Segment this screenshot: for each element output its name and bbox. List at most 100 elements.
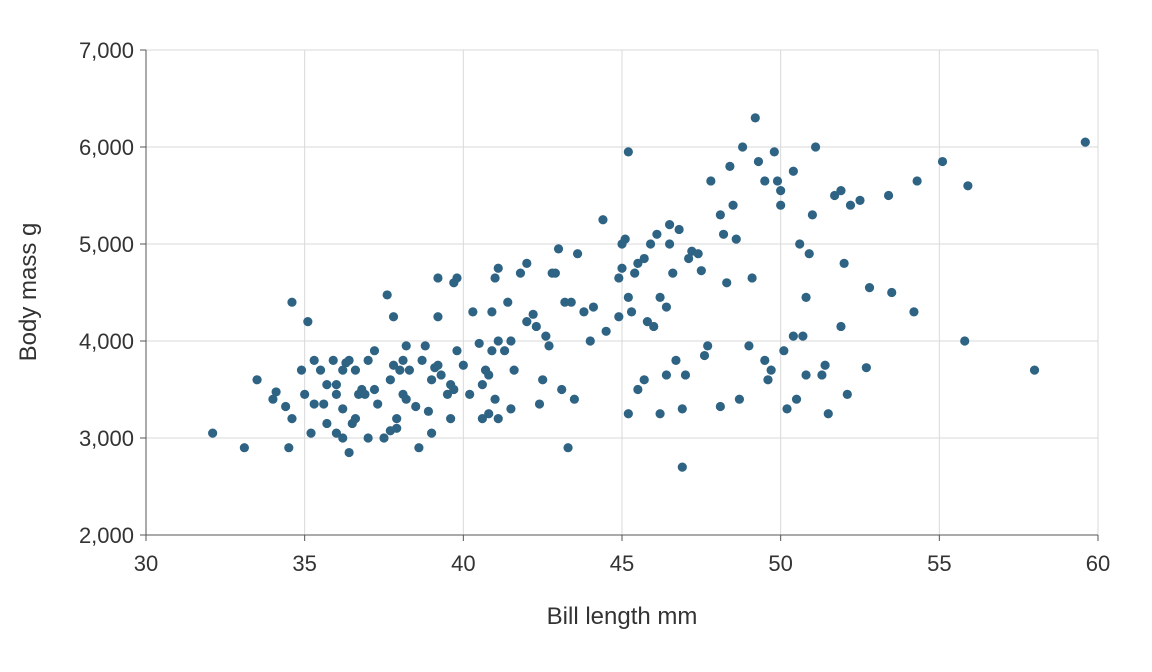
x-tick-label: 35 bbox=[292, 551, 316, 576]
data-point bbox=[385, 375, 395, 385]
data-point bbox=[427, 375, 437, 385]
x-tick-label: 55 bbox=[927, 551, 951, 576]
data-point bbox=[845, 200, 856, 210]
data-point bbox=[722, 278, 732, 288]
data-point bbox=[417, 355, 427, 365]
data-point bbox=[795, 239, 805, 249]
data-point bbox=[560, 297, 570, 307]
data-point bbox=[883, 190, 894, 201]
data-point bbox=[484, 409, 494, 419]
data-point bbox=[630, 268, 640, 278]
data-point bbox=[493, 336, 503, 346]
data-point bbox=[553, 244, 564, 254]
data-point bbox=[820, 360, 830, 370]
data-point bbox=[433, 360, 443, 370]
data-point bbox=[772, 176, 783, 186]
data-point bbox=[433, 273, 443, 283]
x-tick-label: 50 bbox=[768, 551, 792, 576]
data-point bbox=[706, 176, 716, 186]
data-point bbox=[392, 423, 402, 433]
data-point bbox=[671, 355, 681, 365]
data-point bbox=[776, 186, 786, 196]
data-point bbox=[322, 380, 332, 390]
data-point bbox=[836, 321, 846, 332]
data-point bbox=[506, 404, 516, 414]
data-point bbox=[788, 331, 798, 341]
data-point bbox=[598, 215, 608, 225]
data-point bbox=[960, 336, 970, 346]
data-point bbox=[791, 394, 802, 404]
data-point bbox=[328, 355, 338, 365]
data-point bbox=[338, 433, 348, 443]
data-point bbox=[715, 401, 725, 412]
data-point bbox=[817, 370, 827, 380]
data-point bbox=[369, 384, 380, 395]
data-point bbox=[452, 346, 462, 356]
data-point bbox=[693, 249, 703, 259]
x-tick-label: 30 bbox=[134, 551, 158, 576]
data-point bbox=[614, 273, 624, 283]
data-point bbox=[674, 224, 684, 235]
data-point bbox=[465, 389, 475, 399]
data-point bbox=[563, 443, 573, 453]
data-point bbox=[769, 147, 779, 157]
data-point bbox=[268, 394, 278, 404]
data-point bbox=[703, 341, 713, 351]
data-point bbox=[531, 321, 541, 332]
data-point bbox=[753, 156, 764, 167]
y-tick-label: 7,000 bbox=[79, 38, 134, 63]
data-point bbox=[750, 113, 760, 123]
x-axis-title: Bill length mm bbox=[547, 603, 698, 630]
data-point bbox=[804, 249, 814, 259]
data-point bbox=[633, 384, 643, 395]
data-point bbox=[271, 387, 281, 397]
data-point-layer bbox=[208, 113, 1090, 472]
data-point bbox=[677, 462, 687, 472]
data-point bbox=[309, 399, 319, 409]
data-point bbox=[623, 292, 633, 302]
data-point bbox=[614, 312, 624, 322]
data-point bbox=[861, 363, 871, 373]
data-point bbox=[398, 355, 408, 365]
data-point bbox=[645, 239, 656, 249]
data-point bbox=[528, 309, 538, 319]
data-point bbox=[617, 263, 627, 273]
data-point bbox=[538, 375, 548, 385]
data-point bbox=[449, 384, 459, 395]
data-point bbox=[839, 258, 849, 268]
data-point bbox=[322, 418, 332, 429]
data-point bbox=[728, 200, 738, 210]
data-point bbox=[309, 355, 319, 365]
data-point bbox=[801, 292, 811, 302]
data-point bbox=[737, 142, 748, 152]
x-tick-label: 60 bbox=[1086, 551, 1110, 576]
data-point bbox=[388, 312, 399, 322]
data-point bbox=[487, 346, 497, 356]
data-point bbox=[401, 341, 411, 351]
data-point bbox=[909, 307, 919, 317]
data-point bbox=[281, 401, 291, 412]
data-point bbox=[350, 365, 361, 375]
data-point bbox=[855, 195, 865, 205]
data-point bbox=[830, 190, 840, 201]
data-point bbox=[499, 346, 510, 356]
data-point bbox=[331, 389, 341, 399]
data-point bbox=[477, 380, 487, 390]
x-tick-label: 40 bbox=[451, 551, 475, 576]
data-point bbox=[760, 355, 770, 365]
data-point bbox=[382, 290, 392, 300]
data-point bbox=[534, 399, 545, 409]
data-point bbox=[239, 443, 249, 453]
data-point bbox=[680, 370, 691, 380]
data-point bbox=[823, 409, 833, 419]
data-point bbox=[319, 399, 329, 409]
data-point bbox=[801, 370, 811, 380]
y-tick-label: 5,000 bbox=[79, 232, 134, 257]
data-point bbox=[373, 399, 383, 409]
data-point bbox=[395, 365, 405, 375]
data-point bbox=[392, 414, 402, 424]
data-point bbox=[423, 406, 434, 416]
data-point bbox=[718, 229, 729, 239]
data-point bbox=[452, 273, 462, 283]
